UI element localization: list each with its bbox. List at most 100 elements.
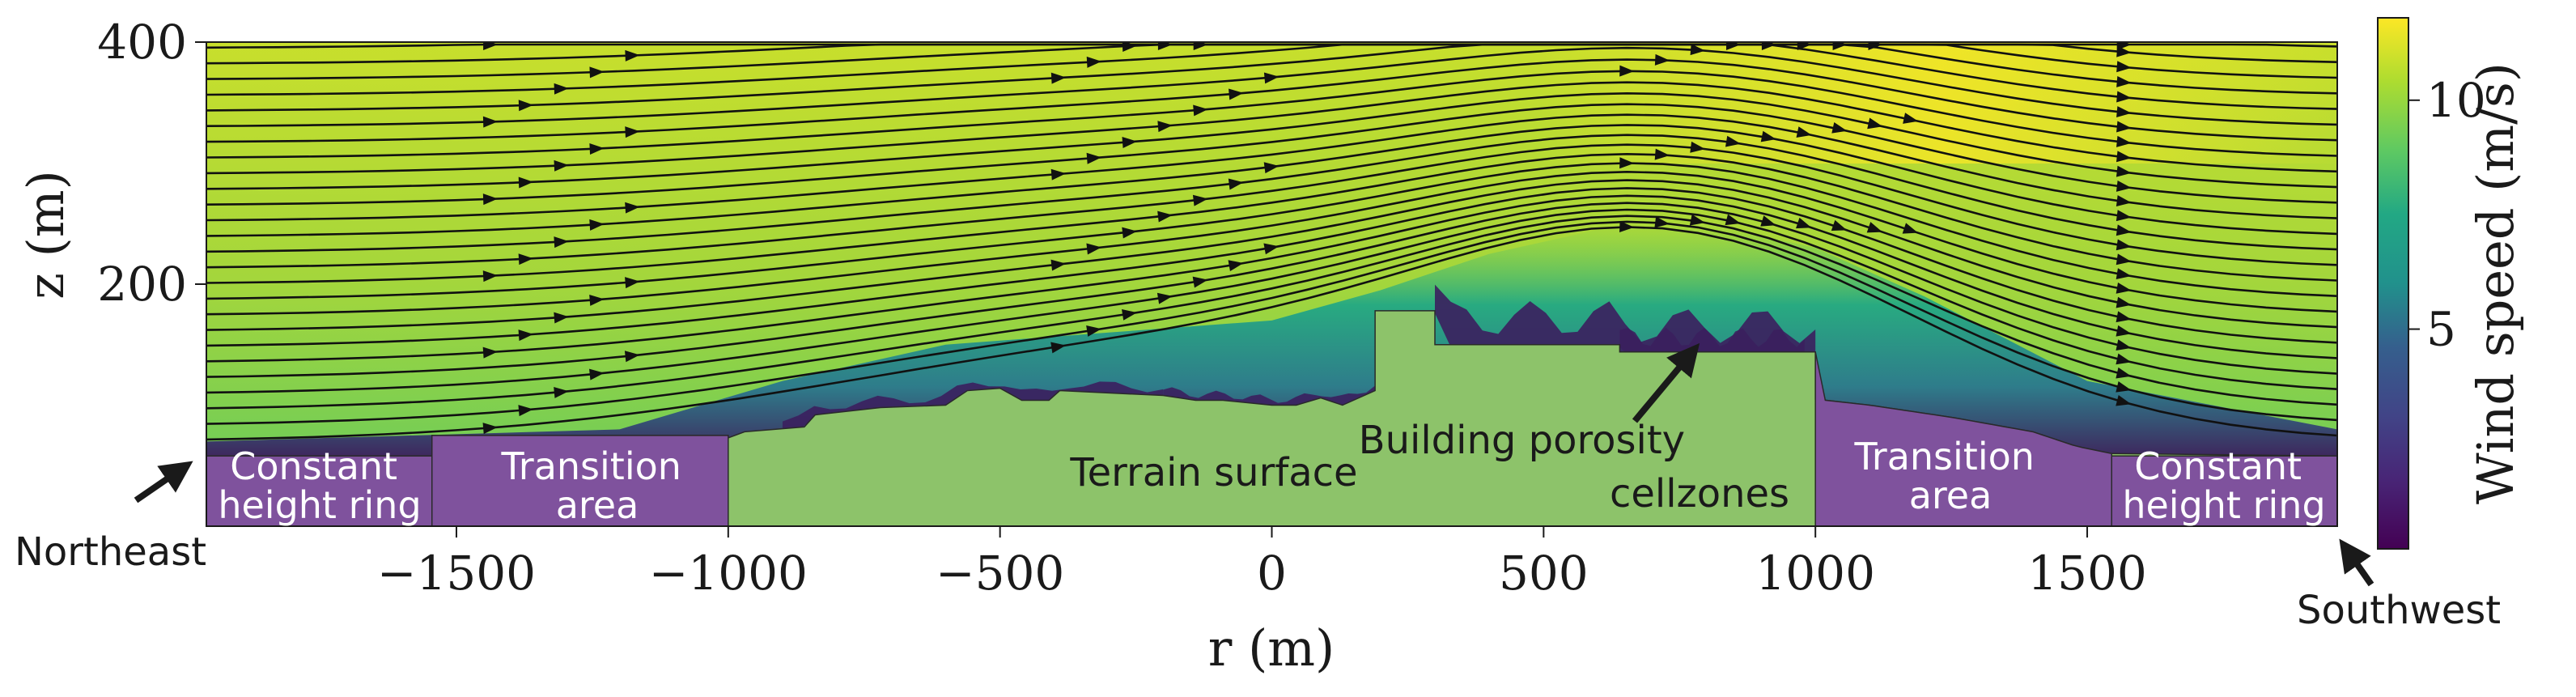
streamline-arrow xyxy=(1619,221,1635,233)
plot-area xyxy=(206,42,2337,526)
zone-labels: Constant height ring Transition area Tra… xyxy=(218,435,2325,527)
streamline-10 xyxy=(206,152,2337,284)
streamline-16 xyxy=(206,91,2337,190)
streamline-arrow xyxy=(1050,72,1067,84)
streamline-arrow xyxy=(554,83,569,95)
zone-transition-left xyxy=(431,435,729,526)
streamline-19 xyxy=(206,58,2337,143)
streamline-arrow xyxy=(518,176,533,189)
streamline-14 xyxy=(206,113,2337,222)
streamline-arrow xyxy=(1122,137,1137,148)
streamline-9 xyxy=(206,162,2337,300)
streamline-arrow xyxy=(1654,216,1670,228)
streamline-arrow xyxy=(2116,339,2132,351)
x-tick-label: −500 xyxy=(936,546,1064,601)
streamline-arrow xyxy=(625,126,640,138)
wake-patch-1 xyxy=(1619,327,1805,355)
streamline-arrow xyxy=(483,42,499,50)
colorbar-ticks: 5 10 xyxy=(2408,73,2486,357)
streamline-arrow xyxy=(2116,325,2132,337)
streamline-arrow xyxy=(482,116,499,128)
y-tick-label: 400 xyxy=(97,15,187,70)
streamline-1 xyxy=(206,220,2337,425)
terrain-surface-label: Terrain surface xyxy=(1069,450,1357,495)
streamline-arrow xyxy=(1619,65,1635,77)
streamline-arrow xyxy=(2116,61,2132,73)
x-tick-label: −1000 xyxy=(649,546,808,601)
streamline-arrow xyxy=(1690,141,1706,153)
streamline-arrow xyxy=(1690,44,1706,56)
streamline-arrow xyxy=(1122,42,1137,53)
streamline-arrow xyxy=(554,236,569,249)
streamline-arrow xyxy=(1725,214,1741,226)
streamline-arrow xyxy=(518,100,533,112)
streamline-3 xyxy=(206,208,2337,394)
streamline-arrow xyxy=(482,193,499,206)
streamlines xyxy=(206,42,2337,441)
x-axis-ticks: −1500 −1000 −500 0 500 1000 1500 xyxy=(377,526,2147,601)
building-porosity-label: Building porosity cellzones xyxy=(1359,418,1789,516)
streamline-arrow xyxy=(554,312,569,324)
wake-patch-0 xyxy=(1435,284,1816,355)
streamline-arrow xyxy=(482,270,499,283)
streamline-arrow xyxy=(1831,219,1848,232)
x-tick-label: 500 xyxy=(1499,546,1589,601)
streamline-arrow xyxy=(625,277,640,289)
streamline-arrow xyxy=(1050,342,1067,354)
x-tick-label: 1500 xyxy=(2027,546,2147,601)
colorbar-tick-label: 5 xyxy=(2426,302,2456,357)
transition-left-label: Transition area xyxy=(500,444,693,527)
streamline-arrow xyxy=(1263,243,1280,255)
southwest-pointer xyxy=(2339,538,2374,587)
streamline-arrow xyxy=(2116,268,2132,280)
streamline-arrow xyxy=(554,386,569,398)
streamline-arrow xyxy=(2116,224,2132,236)
streamline-arrow xyxy=(1192,276,1208,288)
streamline-11 xyxy=(206,143,2337,269)
streamline-arrow xyxy=(589,294,605,306)
x-tick-label: −1500 xyxy=(377,546,536,601)
streamline-arrow xyxy=(2116,135,2132,147)
streamline-arrow xyxy=(1157,121,1173,133)
streamline-arrow xyxy=(1796,217,1812,229)
streamline-arrow xyxy=(2116,75,2132,87)
streamline-arrow xyxy=(589,66,605,79)
streamline-arrow xyxy=(482,423,499,435)
ring-left-label: Constant height ring xyxy=(218,444,421,527)
streamline-arrow xyxy=(589,219,605,231)
streamline-arrow xyxy=(1050,168,1067,181)
zone-ring-right xyxy=(2111,455,2337,526)
streamline-arrow xyxy=(625,202,640,214)
streamline-arrow xyxy=(1228,260,1244,272)
streamline-0 xyxy=(206,226,2337,441)
streamline-arrow xyxy=(1619,157,1635,169)
streamline-arrow xyxy=(1122,308,1137,321)
streamline-arrow xyxy=(1796,126,1812,138)
streamline-arrow xyxy=(2116,106,2132,118)
y-tick-label: 200 xyxy=(97,257,187,312)
streamline-arrow xyxy=(518,253,533,266)
streamline-arrow xyxy=(2116,394,2132,406)
streamline-arrow xyxy=(2116,239,2132,251)
streamline-21 xyxy=(206,43,2337,112)
streamline-arrow xyxy=(1157,210,1173,223)
streamline-arrow xyxy=(1760,215,1776,227)
x-tick-label: 1000 xyxy=(1755,546,1875,601)
streamline-arrow xyxy=(2116,91,2132,103)
streamline-arrow xyxy=(1902,223,1918,234)
colorbar-bar xyxy=(2377,17,2409,550)
streamline-arrow xyxy=(2116,282,2132,294)
streamline-arrow xyxy=(1086,243,1102,255)
streamline-arrow xyxy=(2116,296,2132,308)
streamline-18 xyxy=(206,70,2337,159)
streamline-arrow xyxy=(2116,380,2132,393)
streamline-arrow xyxy=(2116,180,2132,192)
streamline-arrow xyxy=(1654,148,1670,160)
streamline-arrow xyxy=(1654,53,1670,66)
streamline-arrow xyxy=(1229,88,1244,100)
streamline-arrow xyxy=(1228,178,1244,190)
streamline-arrow xyxy=(2116,367,2132,379)
x-tick-label: 0 xyxy=(1257,546,1287,601)
x-axis-label: r (m) xyxy=(1208,618,1335,678)
